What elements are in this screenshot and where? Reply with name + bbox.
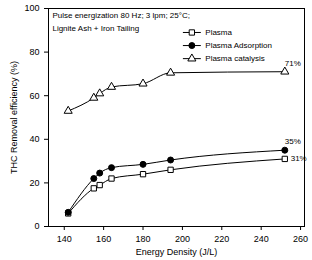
svg-text:Pulse energization 80 Hz; 3 lp: Pulse energization 80 Hz; 3 lpm; 25°C; — [52, 11, 190, 20]
svg-text:260: 260 — [293, 234, 308, 244]
svg-text:40: 40 — [29, 134, 39, 144]
svg-text:220: 220 — [214, 234, 229, 244]
svg-text:80: 80 — [29, 47, 39, 57]
svg-text:THC Removal efficiency (%): THC Removal efficiency (%) — [9, 61, 19, 174]
svg-text:Lignite Ash + Iron Tailing: Lignite Ash + Iron Tailing — [52, 24, 139, 33]
svg-text:100: 100 — [24, 3, 39, 13]
svg-text:71%: 71% — [285, 59, 301, 68]
svg-text:Plasma Adsorption: Plasma Adsorption — [205, 41, 272, 50]
svg-text:Plasma: Plasma — [205, 28, 232, 37]
svg-text:240: 240 — [254, 234, 269, 244]
svg-text:180: 180 — [136, 234, 151, 244]
svg-text:140: 140 — [57, 234, 72, 244]
svg-text:20: 20 — [29, 178, 39, 188]
svg-text:31%: 31% — [291, 154, 307, 163]
svg-text:200: 200 — [175, 234, 190, 244]
svg-text:35%: 35% — [285, 137, 301, 146]
svg-text:60: 60 — [29, 91, 39, 101]
svg-text:160: 160 — [96, 234, 111, 244]
svg-text:0: 0 — [34, 221, 39, 231]
svg-text:Energy Density (J/L): Energy Density (J/L) — [136, 247, 218, 257]
svg-text:Plasma catalysis: Plasma catalysis — [205, 54, 265, 63]
